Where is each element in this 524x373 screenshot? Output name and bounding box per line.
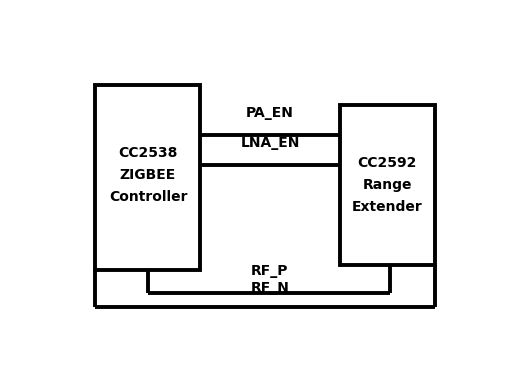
Text: CC2538: CC2538 [118,146,178,160]
Text: Controller: Controller [109,190,187,204]
Text: ZIGBEE: ZIGBEE [120,168,176,182]
Text: LNA_EN: LNA_EN [241,136,300,150]
Text: Range: Range [362,178,412,192]
Bar [95,85,200,270]
Text: RF_P: RF_P [251,264,289,278]
Text: RF_N: RF_N [250,281,289,295]
Bar [340,105,435,265]
Text: Extender: Extender [352,200,422,214]
Text: CC2592: CC2592 [357,156,417,170]
Text: PA_EN: PA_EN [246,106,294,120]
